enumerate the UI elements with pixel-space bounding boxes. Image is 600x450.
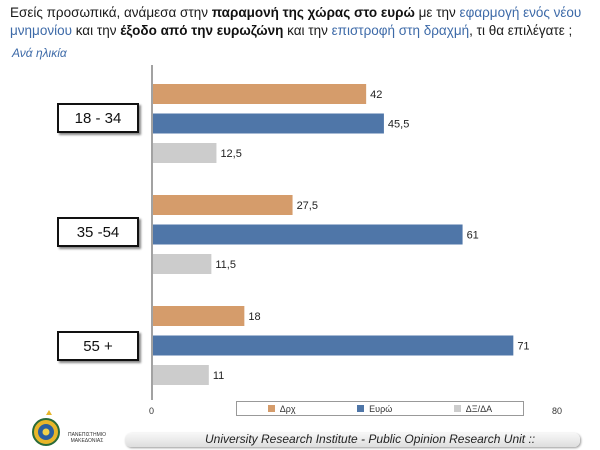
bar xyxy=(153,365,209,385)
category-label-box: 18 - 34 xyxy=(57,103,139,133)
category-label-box: 35 -54 xyxy=(57,217,139,247)
bar xyxy=(153,113,384,134)
bar xyxy=(153,224,463,245)
footer-text: University Research Institute - Public O… xyxy=(205,432,536,446)
question-part: , τι θα επιλέγατε ; xyxy=(469,23,573,38)
bar xyxy=(153,306,245,326)
legend-swatch xyxy=(267,405,275,412)
legend-label: Ευρώ xyxy=(369,403,393,414)
question-highlight-memorandum: εφαρμογή ενός νέου μνημονίου xyxy=(10,5,582,38)
chart-subtitle: Ανά ηλικία xyxy=(12,46,67,60)
bar xyxy=(153,254,212,274)
bar xyxy=(153,335,514,356)
data-label: 71 xyxy=(517,341,529,353)
category-label-box: 55 + xyxy=(57,331,139,361)
legend-swatch xyxy=(357,405,365,412)
legend-item-dk: ΔΞ/ΔΑ xyxy=(453,403,493,414)
footer-bar xyxy=(125,433,580,447)
legend-item-euro: Ευρώ xyxy=(357,404,392,414)
data-label: 42 xyxy=(370,89,382,101)
data-label: 18 xyxy=(248,311,260,323)
legend-label: Δρχ xyxy=(279,403,296,414)
legend-label: ΔΞ/ΔΑ xyxy=(465,403,493,414)
data-label: 27,5 xyxy=(297,200,318,212)
logo-text: ΠΑΝΕΠΙΣΤΗΜΙΟ ΜΑΚΕΔΟΝΙΑΣ xyxy=(67,432,107,444)
question-part: και την xyxy=(283,23,332,38)
bar xyxy=(153,143,217,163)
x-tick-label: 0 xyxy=(149,406,154,416)
question-part: Εσείς προσωπικά, ανάμεσα στην xyxy=(10,5,212,20)
data-label: 45,5 xyxy=(388,119,409,131)
question-highlight-drachma: επιστροφή στη δραχμή xyxy=(331,23,470,38)
legend-swatch xyxy=(453,405,461,412)
legend-item-drx: Δρχ xyxy=(267,403,296,414)
question-bold-exit: έξοδο από την ευρωζώνη xyxy=(120,23,284,38)
bar xyxy=(153,84,367,104)
x-tick-label: 80 xyxy=(552,406,562,416)
data-label: 11 xyxy=(213,370,224,382)
question-text: Εσείς προσωπικά, ανάμεσα στην παραμονή τ… xyxy=(10,4,595,40)
question-part: και την xyxy=(71,23,121,38)
university-logo xyxy=(32,410,60,446)
data-label: 61 xyxy=(467,230,479,242)
question-bold-euro: παραμονή της χώρας στο ευρώ xyxy=(211,5,415,20)
bar xyxy=(153,195,293,215)
chart-legend: Δρχ Ευρώ ΔΞ/ΔΑ xyxy=(236,401,524,416)
data-label: 11,5 xyxy=(215,259,236,271)
question-part: με την xyxy=(414,5,460,20)
data-label: 12,5 xyxy=(220,148,241,160)
